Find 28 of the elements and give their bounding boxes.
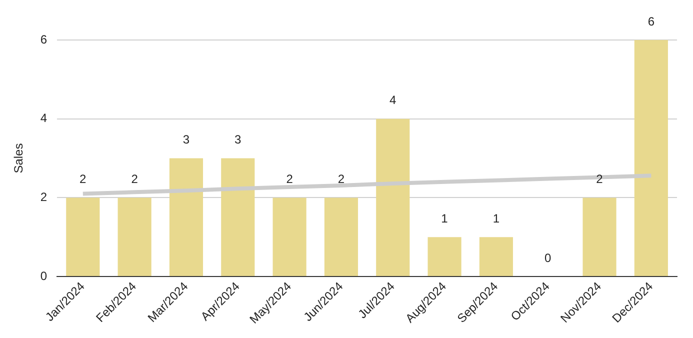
data-label: 4 [390,93,397,108]
bar [66,198,100,276]
data-label: 3 [182,132,190,147]
bar [582,198,616,276]
bar [272,198,306,276]
y-axis-title: Sales [12,143,26,174]
bar [221,158,255,276]
data-label: 1 [492,211,500,226]
data-label: 6 [648,14,655,28]
bar [169,158,204,276]
data-label: 2 [286,172,294,186]
data-label: 2 [338,172,345,186]
data-label: 3 [234,132,242,147]
data-label: 1 [441,211,448,226]
bar [634,40,668,276]
data-label: 2 [596,172,604,186]
bar [324,198,358,276]
bar [479,237,513,276]
y-tick-label: 2 [40,190,48,204]
y-tick-label: 0 [40,268,48,283]
bar [376,118,410,276]
y-tick-label: 6 [40,32,48,46]
bar [118,198,152,276]
data-label: 2 [131,172,138,186]
y-tick-label: 4 [40,111,48,126]
bar [428,237,462,276]
data-label: 0 [544,250,552,265]
data-label: 2 [80,172,87,186]
